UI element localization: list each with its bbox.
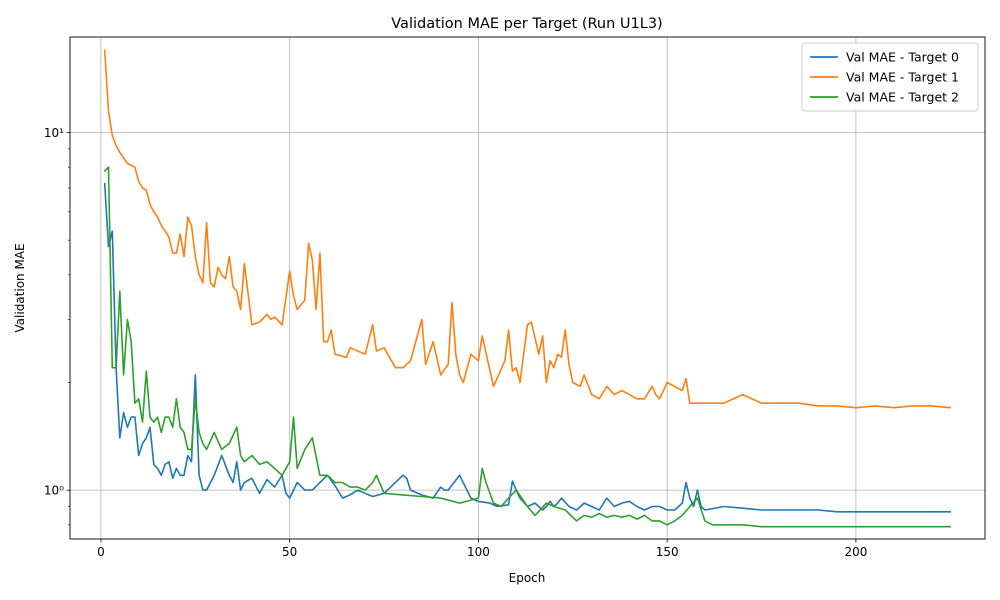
legend-label-target-0: Val MAE - Target 0 bbox=[846, 50, 959, 65]
y-tick-label: 10⁰ bbox=[44, 484, 64, 498]
y-tick-label: 10¹ bbox=[44, 126, 64, 140]
legend: Val MAE - Target 0 Val MAE - Target 1 Val … bbox=[801, 42, 979, 112]
series-line-target-1 bbox=[103, 49, 952, 409]
x-tick-label: 50 bbox=[282, 545, 297, 559]
plot-area-frame bbox=[69, 36, 986, 540]
x-tick-label: 0 bbox=[97, 545, 105, 559]
series-line-target-0 bbox=[103, 182, 952, 513]
legend-label-target-1: Val MAE - Target 1 bbox=[846, 70, 959, 85]
y-axis-ticks: 10⁰ 10¹ bbox=[44, 126, 70, 526]
x-tick-label: 150 bbox=[656, 545, 679, 559]
series-lines bbox=[103, 49, 952, 528]
x-tick-label: 200 bbox=[844, 545, 867, 559]
x-axis-label: Epoch bbox=[509, 571, 546, 585]
series-line-target-2 bbox=[103, 166, 952, 528]
chart-title: Validation MAE per Target (Run U1L3) bbox=[391, 16, 662, 32]
x-tick-label: 100 bbox=[467, 545, 490, 559]
y-axis-label: Validation MAE bbox=[13, 243, 27, 332]
grid-lines bbox=[70, 37, 985, 539]
x-axis-ticks: 0 50 100 150 200 bbox=[97, 539, 867, 559]
legend-box bbox=[801, 42, 979, 112]
legend-label-target-2: Val MAE - Target 2 bbox=[846, 90, 959, 105]
